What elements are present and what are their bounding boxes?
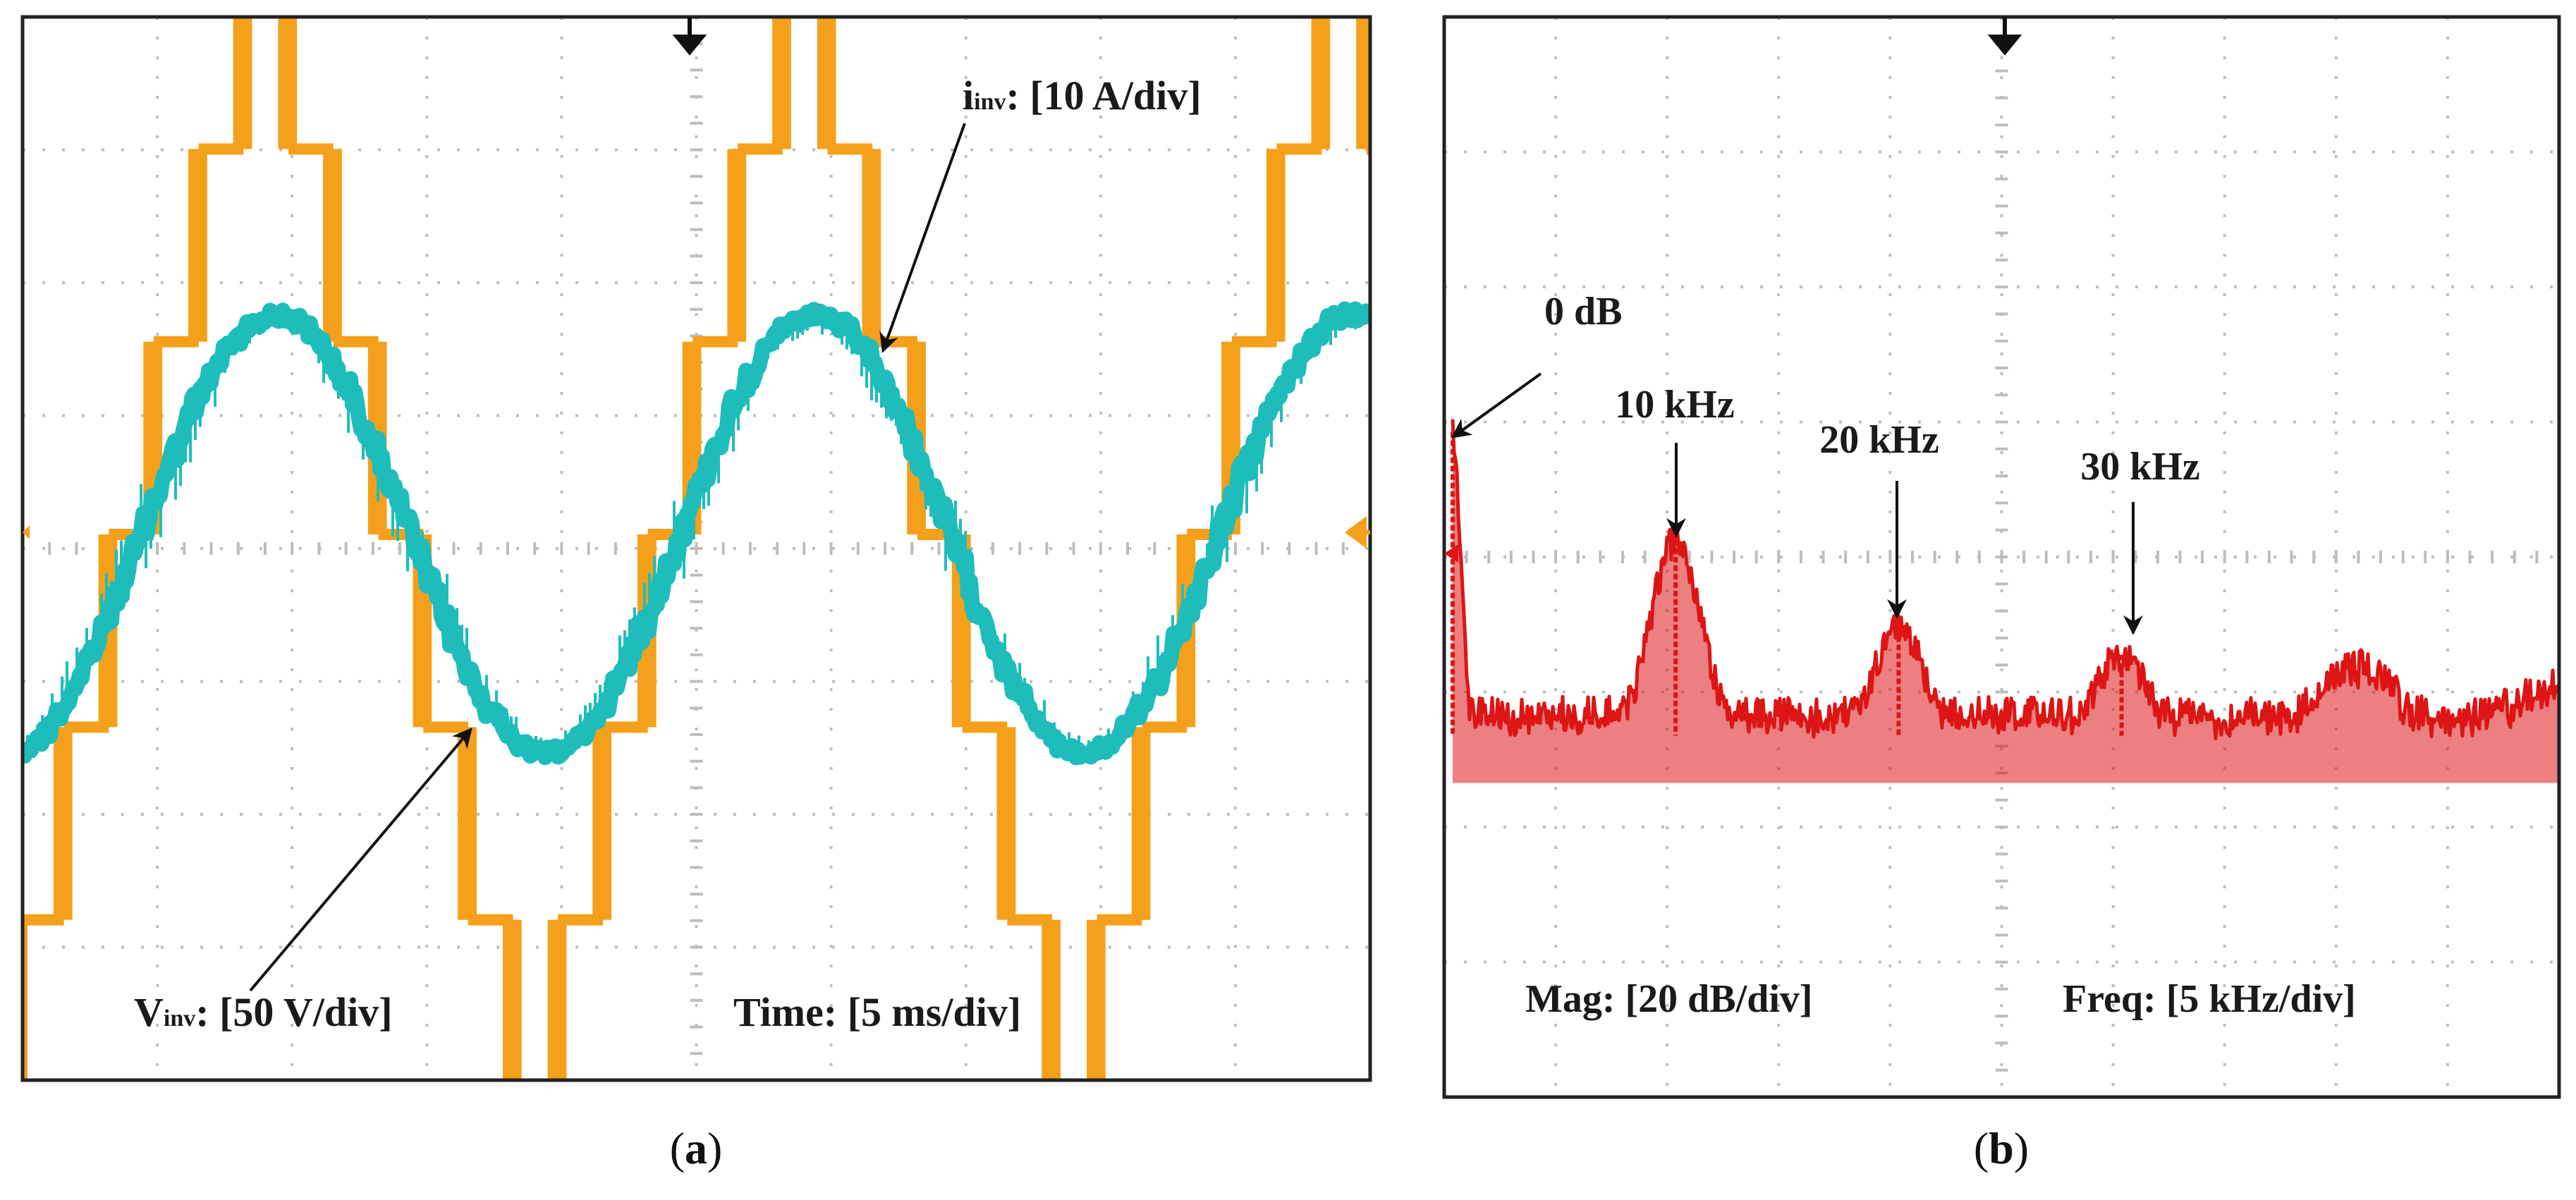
peak-20khz-label: 20 kHz bbox=[1819, 418, 1939, 462]
ground-marker-icon bbox=[23, 525, 30, 539]
vinv-pwm-band bbox=[1086, 919, 1106, 1080]
freq-scale-label: Freq: [5 kHz/div] bbox=[2063, 977, 2356, 1021]
vinv-pwm-band bbox=[1131, 727, 1151, 920]
vinv-pwm-band bbox=[233, 17, 252, 149]
vinv-pwm-band bbox=[278, 17, 298, 149]
panel-a-caption-open: ( bbox=[670, 1123, 685, 1173]
iinv-label-main: i bbox=[963, 73, 974, 118]
spectrum-fill bbox=[1453, 419, 2559, 783]
vinv-pwm-band bbox=[1311, 17, 1331, 149]
vinv-pwm-band bbox=[53, 727, 73, 920]
trigger-level-icon bbox=[1344, 516, 1370, 549]
zero-db-arrow bbox=[1451, 372, 1542, 439]
vinv-pwm-band bbox=[1042, 919, 1061, 1080]
vinv-pwm-band bbox=[727, 149, 747, 342]
panel-a: iinv: [10 A/div] Vinv: [50 V/div] Time: … bbox=[20, 15, 1420, 1173]
time-scale-label: Time: [5 ms/div] bbox=[733, 989, 1021, 1035]
panel-b: 0 dB 10 kHz 20 kHz 30 kHz Mag: [20 dB/di… bbox=[1442, 15, 2561, 1173]
vinv-pwm-band bbox=[23, 919, 28, 1080]
vinv-arrow bbox=[249, 727, 472, 992]
panel-a-caption: (a) bbox=[670, 1123, 723, 1173]
vinv-label: Vinv: [50 V/div] bbox=[134, 989, 393, 1035]
iinv-label: iinv: [10 A/div] bbox=[963, 73, 1202, 118]
panel-b-caption-close: ) bbox=[2014, 1123, 2029, 1173]
vinv-pwm-band bbox=[862, 149, 881, 342]
vinv-pwm-band bbox=[996, 727, 1016, 920]
zero-db-label: 0 dB bbox=[1544, 290, 1623, 333]
vinv-label-rest: : [50 V/div] bbox=[195, 989, 392, 1035]
panel-b-caption-letter: b bbox=[1989, 1123, 2014, 1173]
vinv-pwm-band bbox=[1356, 17, 1370, 149]
reference-marker-icon bbox=[1444, 544, 1458, 563]
iinv-label-sub: inv bbox=[974, 89, 1006, 115]
iinv-line bbox=[23, 301, 1370, 766]
mag-scale-label: Mag: [20 dB/div] bbox=[1525, 977, 1813, 1021]
vinv-pwm-band bbox=[502, 919, 522, 1080]
vinv-pwm-band bbox=[1266, 149, 1286, 342]
vinv-pwm-band bbox=[817, 17, 836, 149]
panel-b-caption-open: ( bbox=[1974, 1123, 1989, 1173]
iinv-trace bbox=[23, 301, 1370, 766]
iinv-arrow bbox=[879, 123, 966, 353]
spectrum-trace bbox=[1451, 419, 2559, 783]
vinv-label-main: V bbox=[134, 989, 164, 1035]
vinv-pwm-band bbox=[458, 727, 477, 920]
iinv-label-rest: : [10 A/div] bbox=[1006, 73, 1201, 118]
panel-a-caption-letter: a bbox=[685, 1123, 707, 1173]
vinv-pwm-band bbox=[188, 149, 207, 342]
panel-b-grid bbox=[1443, 16, 2560, 1098]
vinv-pwm-band bbox=[547, 919, 567, 1080]
panel-b-frame bbox=[1442, 15, 2561, 1099]
vinv-label-sub: inv bbox=[164, 1005, 195, 1031]
vinv-pwm-band bbox=[772, 17, 791, 149]
vinv-pwm-band bbox=[1401, 149, 1420, 341]
trigger-position-icon bbox=[1987, 17, 2022, 56]
peak-10khz-label: 10 kHz bbox=[1615, 383, 1735, 427]
vinv-pwm-band bbox=[323, 149, 342, 342]
vinv-pwm-band bbox=[592, 727, 612, 920]
peak-30khz-label: 30 kHz bbox=[2080, 445, 2200, 489]
panel-b-caption: (b) bbox=[1974, 1123, 2029, 1173]
panel-a-frame bbox=[20, 15, 1372, 1082]
panel-a-caption-close: ) bbox=[707, 1123, 722, 1173]
trigger-position-icon bbox=[672, 17, 707, 56]
